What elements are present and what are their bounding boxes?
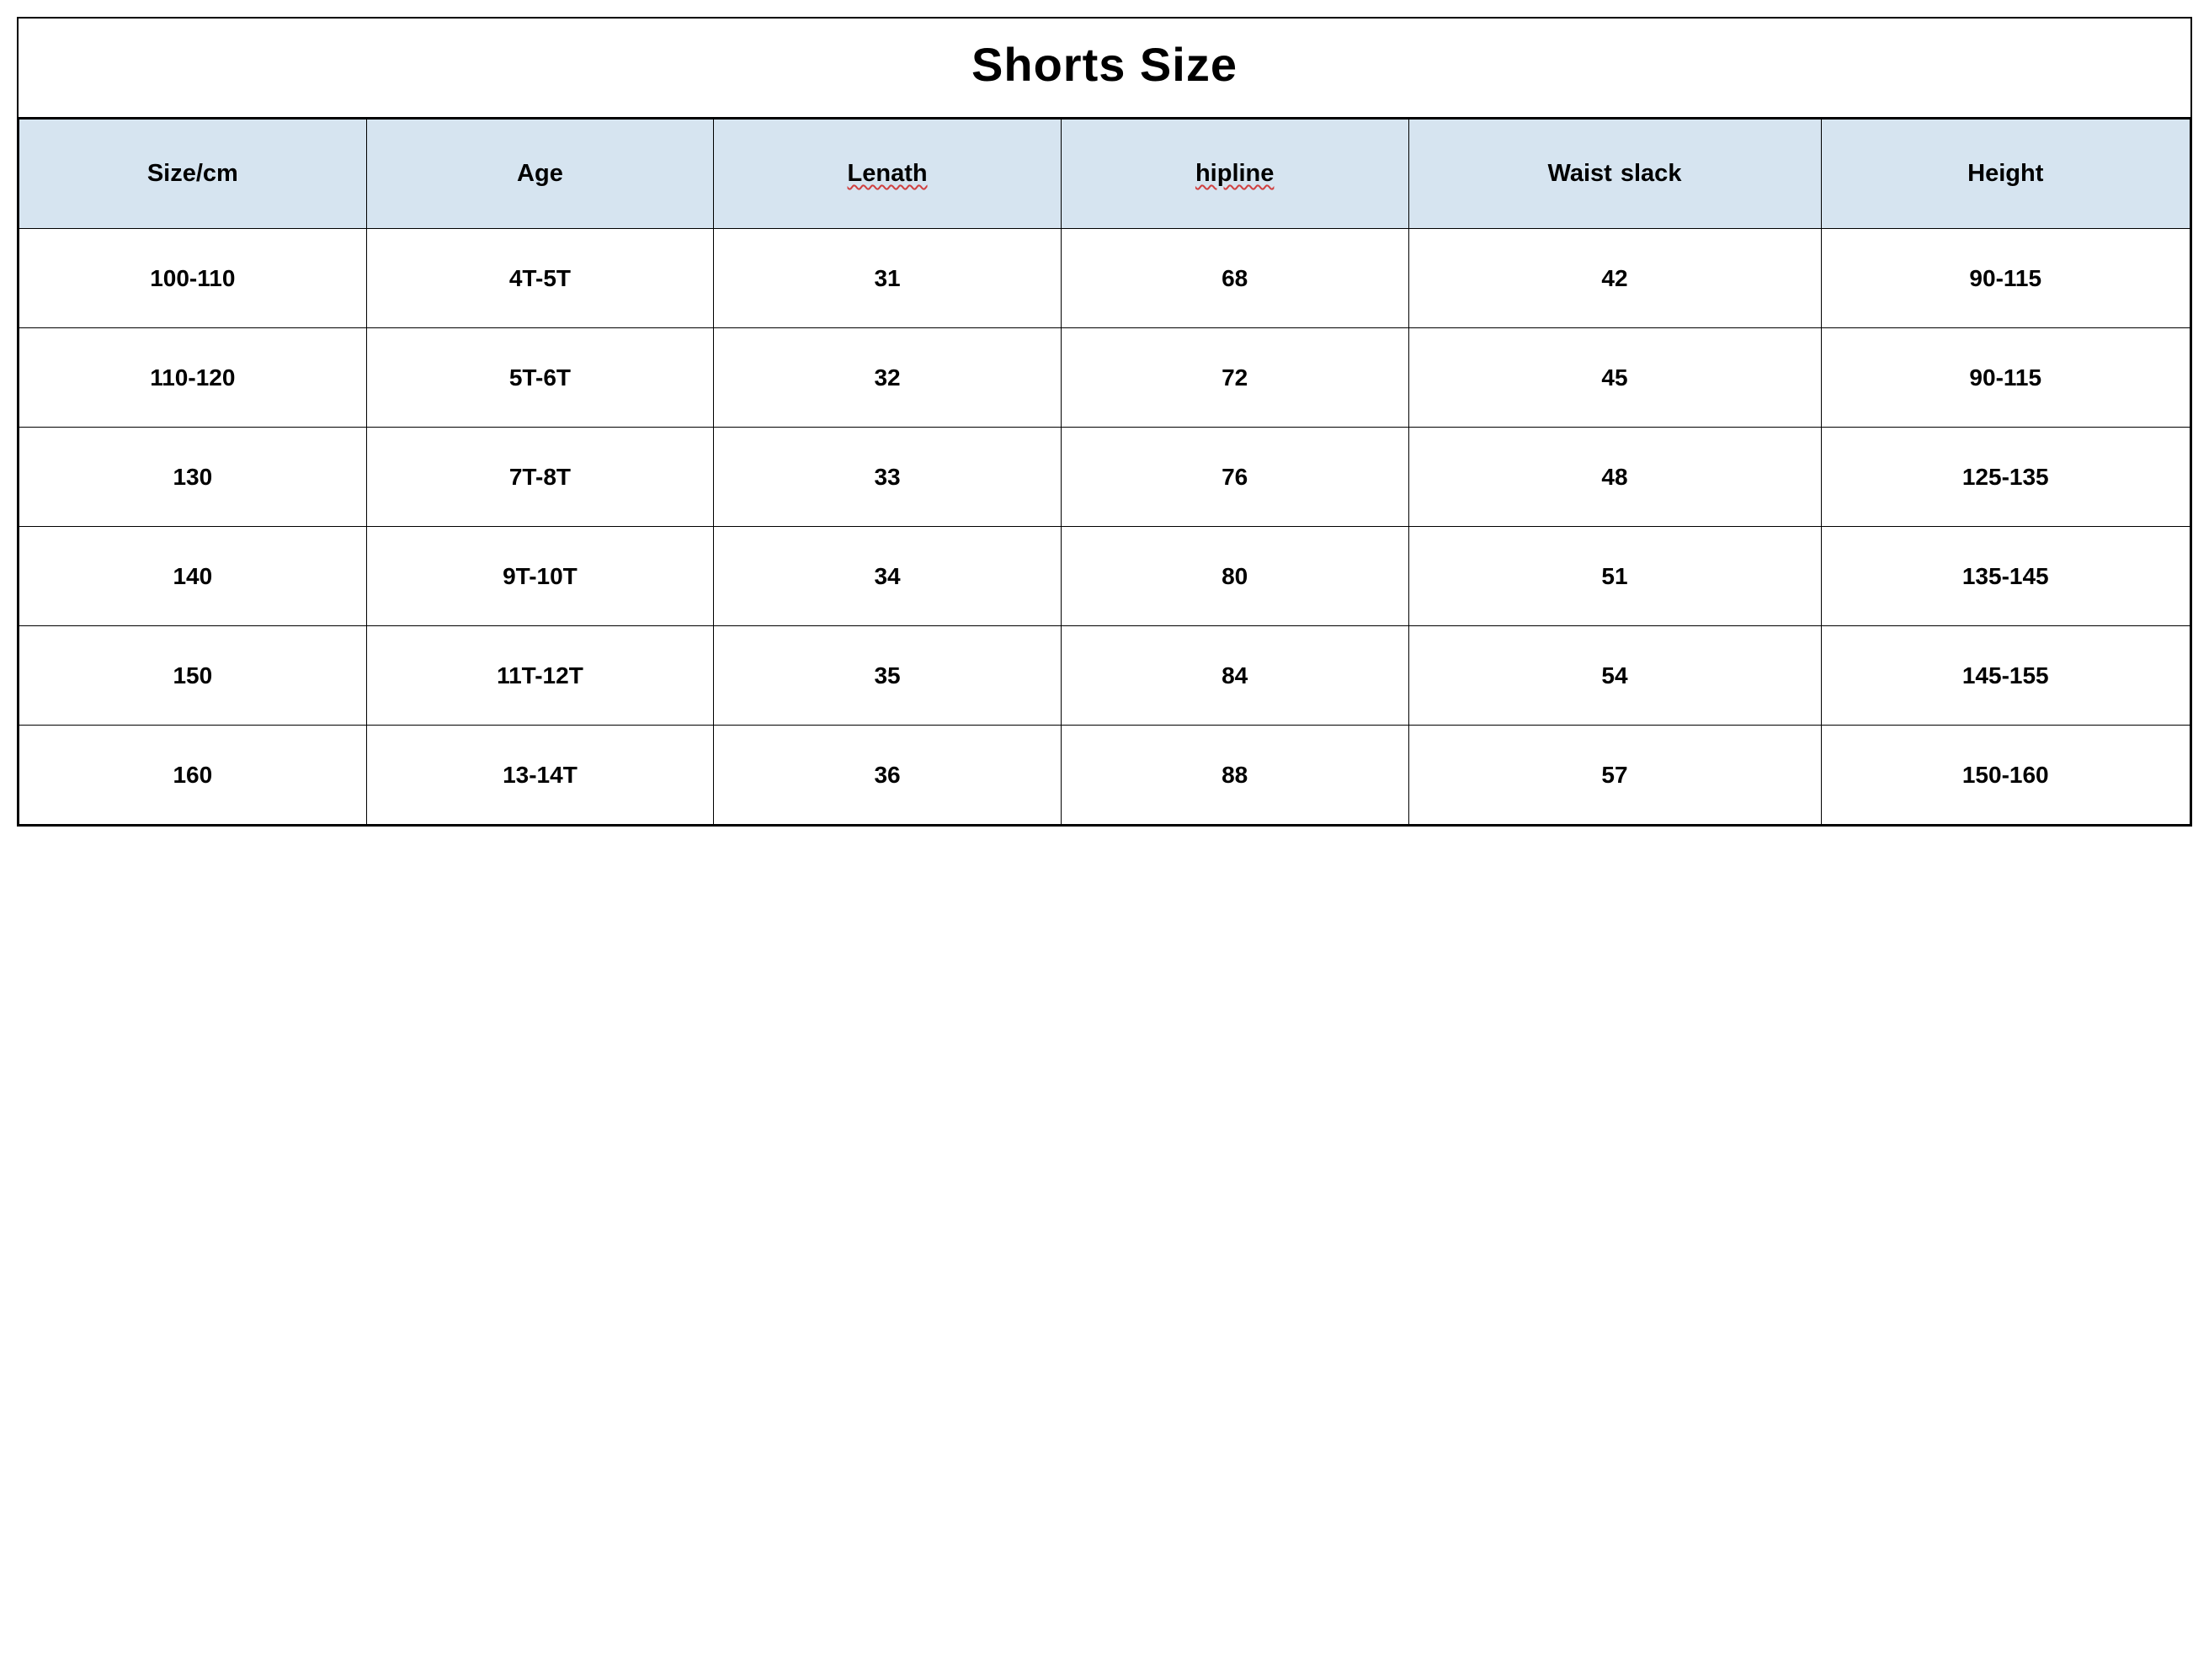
cell-waist: 42	[1408, 229, 1821, 328]
size-table: Size/cm Age Lenath hipline Waist slack H…	[19, 119, 2190, 825]
table-row: 110-120 5T-6T 32 72 45 90-115	[19, 328, 2190, 428]
cell-age: 13-14T	[366, 726, 714, 825]
col-header-age: Age	[366, 120, 714, 229]
col-header-waist-slack: Waist slack	[1408, 120, 1821, 229]
table-row: 150 11T-12T 35 84 54 145-155	[19, 626, 2190, 726]
cell-length: 34	[714, 527, 1062, 626]
cell-age: 7T-8T	[366, 428, 714, 527]
cell-age: 5T-6T	[366, 328, 714, 428]
cell-hipline: 72	[1061, 328, 1408, 428]
header-row: Size/cm Age Lenath hipline Waist slack H…	[19, 120, 2190, 229]
col-header-length: Lenath	[714, 120, 1062, 229]
cell-waist: 45	[1408, 328, 1821, 428]
cell-waist: 51	[1408, 527, 1821, 626]
cell-hipline: 76	[1061, 428, 1408, 527]
cell-age: 9T-10T	[366, 527, 714, 626]
cell-length: 36	[714, 726, 1062, 825]
table-row: 140 9T-10T 34 80 51 135-145	[19, 527, 2190, 626]
cell-age: 11T-12T	[366, 626, 714, 726]
cell-size: 100-110	[19, 229, 367, 328]
cell-waist: 54	[1408, 626, 1821, 726]
cell-waist: 57	[1408, 726, 1821, 825]
table-row: 160 13-14T 36 88 57 150-160	[19, 726, 2190, 825]
cell-size: 110-120	[19, 328, 367, 428]
table-row: 100-110 4T-5T 31 68 42 90-115	[19, 229, 2190, 328]
table-row: 130 7T-8T 33 76 48 125-135	[19, 428, 2190, 527]
cell-hipline: 68	[1061, 229, 1408, 328]
cell-hipline: 88	[1061, 726, 1408, 825]
cell-size: 160	[19, 726, 367, 825]
cell-hipline: 80	[1061, 527, 1408, 626]
cell-age: 4T-5T	[366, 229, 714, 328]
cell-length: 35	[714, 626, 1062, 726]
cell-height: 90-115	[1821, 229, 2190, 328]
col-header-size: Size/cm	[19, 120, 367, 229]
cell-length: 31	[714, 229, 1062, 328]
cell-length: 33	[714, 428, 1062, 527]
cell-hipline: 84	[1061, 626, 1408, 726]
cell-size: 130	[19, 428, 367, 527]
cell-length: 32	[714, 328, 1062, 428]
chart-title: Shorts Size	[19, 19, 2190, 119]
size-chart-container: Shorts Size Size/cm Age Lenath hipline W…	[17, 17, 2192, 827]
table-body: 100-110 4T-5T 31 68 42 90-115 110-120 5T…	[19, 229, 2190, 825]
cell-height: 150-160	[1821, 726, 2190, 825]
col-header-hipline: hipline	[1061, 120, 1408, 229]
cell-height: 90-115	[1821, 328, 2190, 428]
col-header-height: Height	[1821, 120, 2190, 229]
cell-height: 135-145	[1821, 527, 2190, 626]
cell-height: 125-135	[1821, 428, 2190, 527]
cell-height: 145-155	[1821, 626, 2190, 726]
cell-size: 150	[19, 626, 367, 726]
cell-waist: 48	[1408, 428, 1821, 527]
cell-size: 140	[19, 527, 367, 626]
